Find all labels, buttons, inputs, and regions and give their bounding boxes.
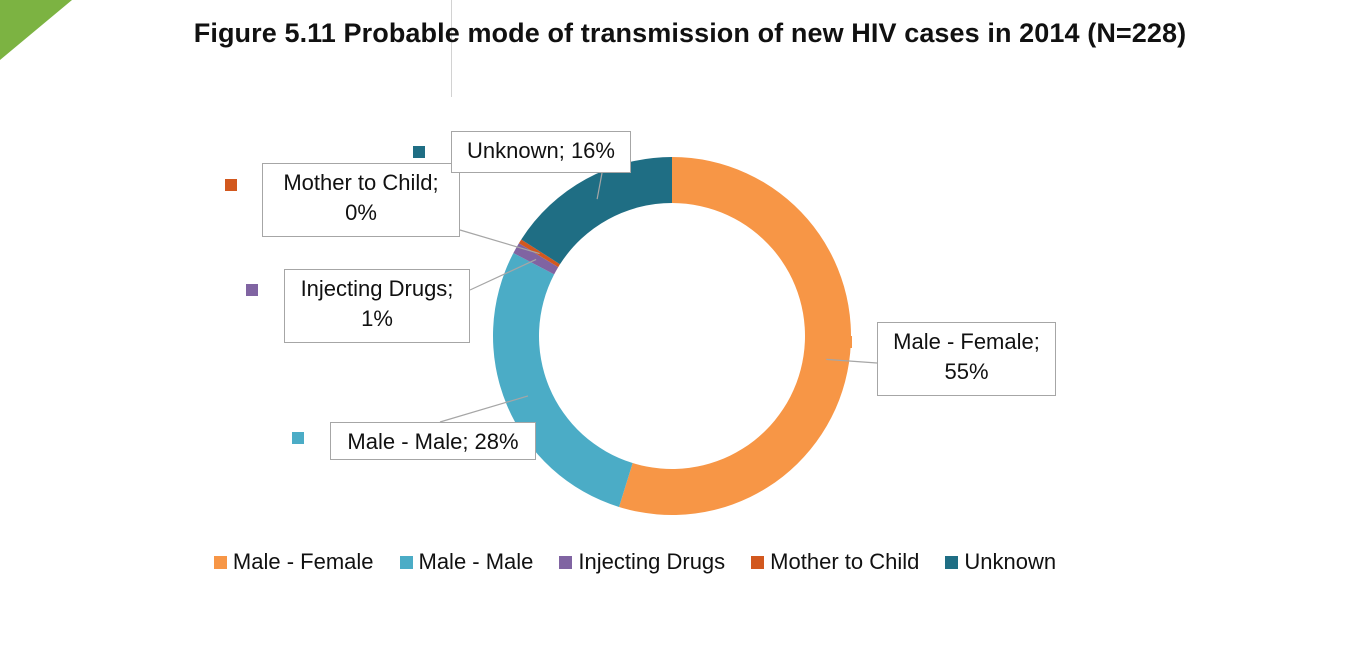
legend-label-unknown: Unknown [964,549,1057,574]
leader-line-unknown [596,172,603,200]
label-swatch-male-male [292,432,304,444]
label-swatch-mother-to-child [225,179,237,191]
page-divider-line [451,0,452,97]
slice-male-female [619,157,851,515]
leader-line-injecting-drugs [469,258,537,291]
data-label-male-male: Male - Male; 28% [330,422,536,460]
legend-swatch-mother-to-child [751,555,765,569]
label-swatch-male-female [840,336,852,348]
label-swatch-unknown [413,146,425,158]
data-label-injecting-drugs: Injecting Drugs; 1% [284,269,470,343]
legend-label-injecting-drugs: Injecting Drugs [578,549,726,574]
leader-line-mother-to-child [459,229,540,255]
corner-decoration [0,0,72,60]
legend-swatch-injecting-drugs [559,555,573,569]
legend-label-male-female: Male - Female [232,549,374,574]
legend-item-unknown: Unknown [945,549,1056,575]
legend-swatch-male-male [399,555,413,569]
legend-item-male-male: Male - Male [399,549,534,575]
chart-title: Figure 5.11 Probable mode of transmissio… [193,18,1187,48]
leader-line-male-female [826,358,878,364]
legend-item-mother-to-child: Mother to Child [751,549,919,575]
leader-line-male-male [439,395,529,423]
data-label-mother-to-child: Mother to Child; 0% [262,163,460,237]
legend-swatch-male-female [213,555,227,569]
data-label-unknown: Unknown; 16% [451,131,631,173]
slice-male-male [493,253,633,507]
green-triangle-decoration [0,0,72,60]
data-label-male-female: Male - Female; 55% [877,322,1056,396]
legend-swatch-unknown [945,555,959,569]
legend-item-injecting-drugs: Injecting Drugs [559,549,725,575]
slice-injecting-drugs [513,243,559,275]
legend-label-male-male: Male - Male [418,549,534,574]
chart-legend: Male - Female Male - Male Injecting Drugs M… [0,549,1270,575]
label-swatch-injecting-drugs [246,284,258,296]
slice-unknown [521,157,672,265]
legend-item-male-female: Male - Female [213,549,374,575]
legend-label-mother-to-child: Mother to Child [770,549,920,574]
